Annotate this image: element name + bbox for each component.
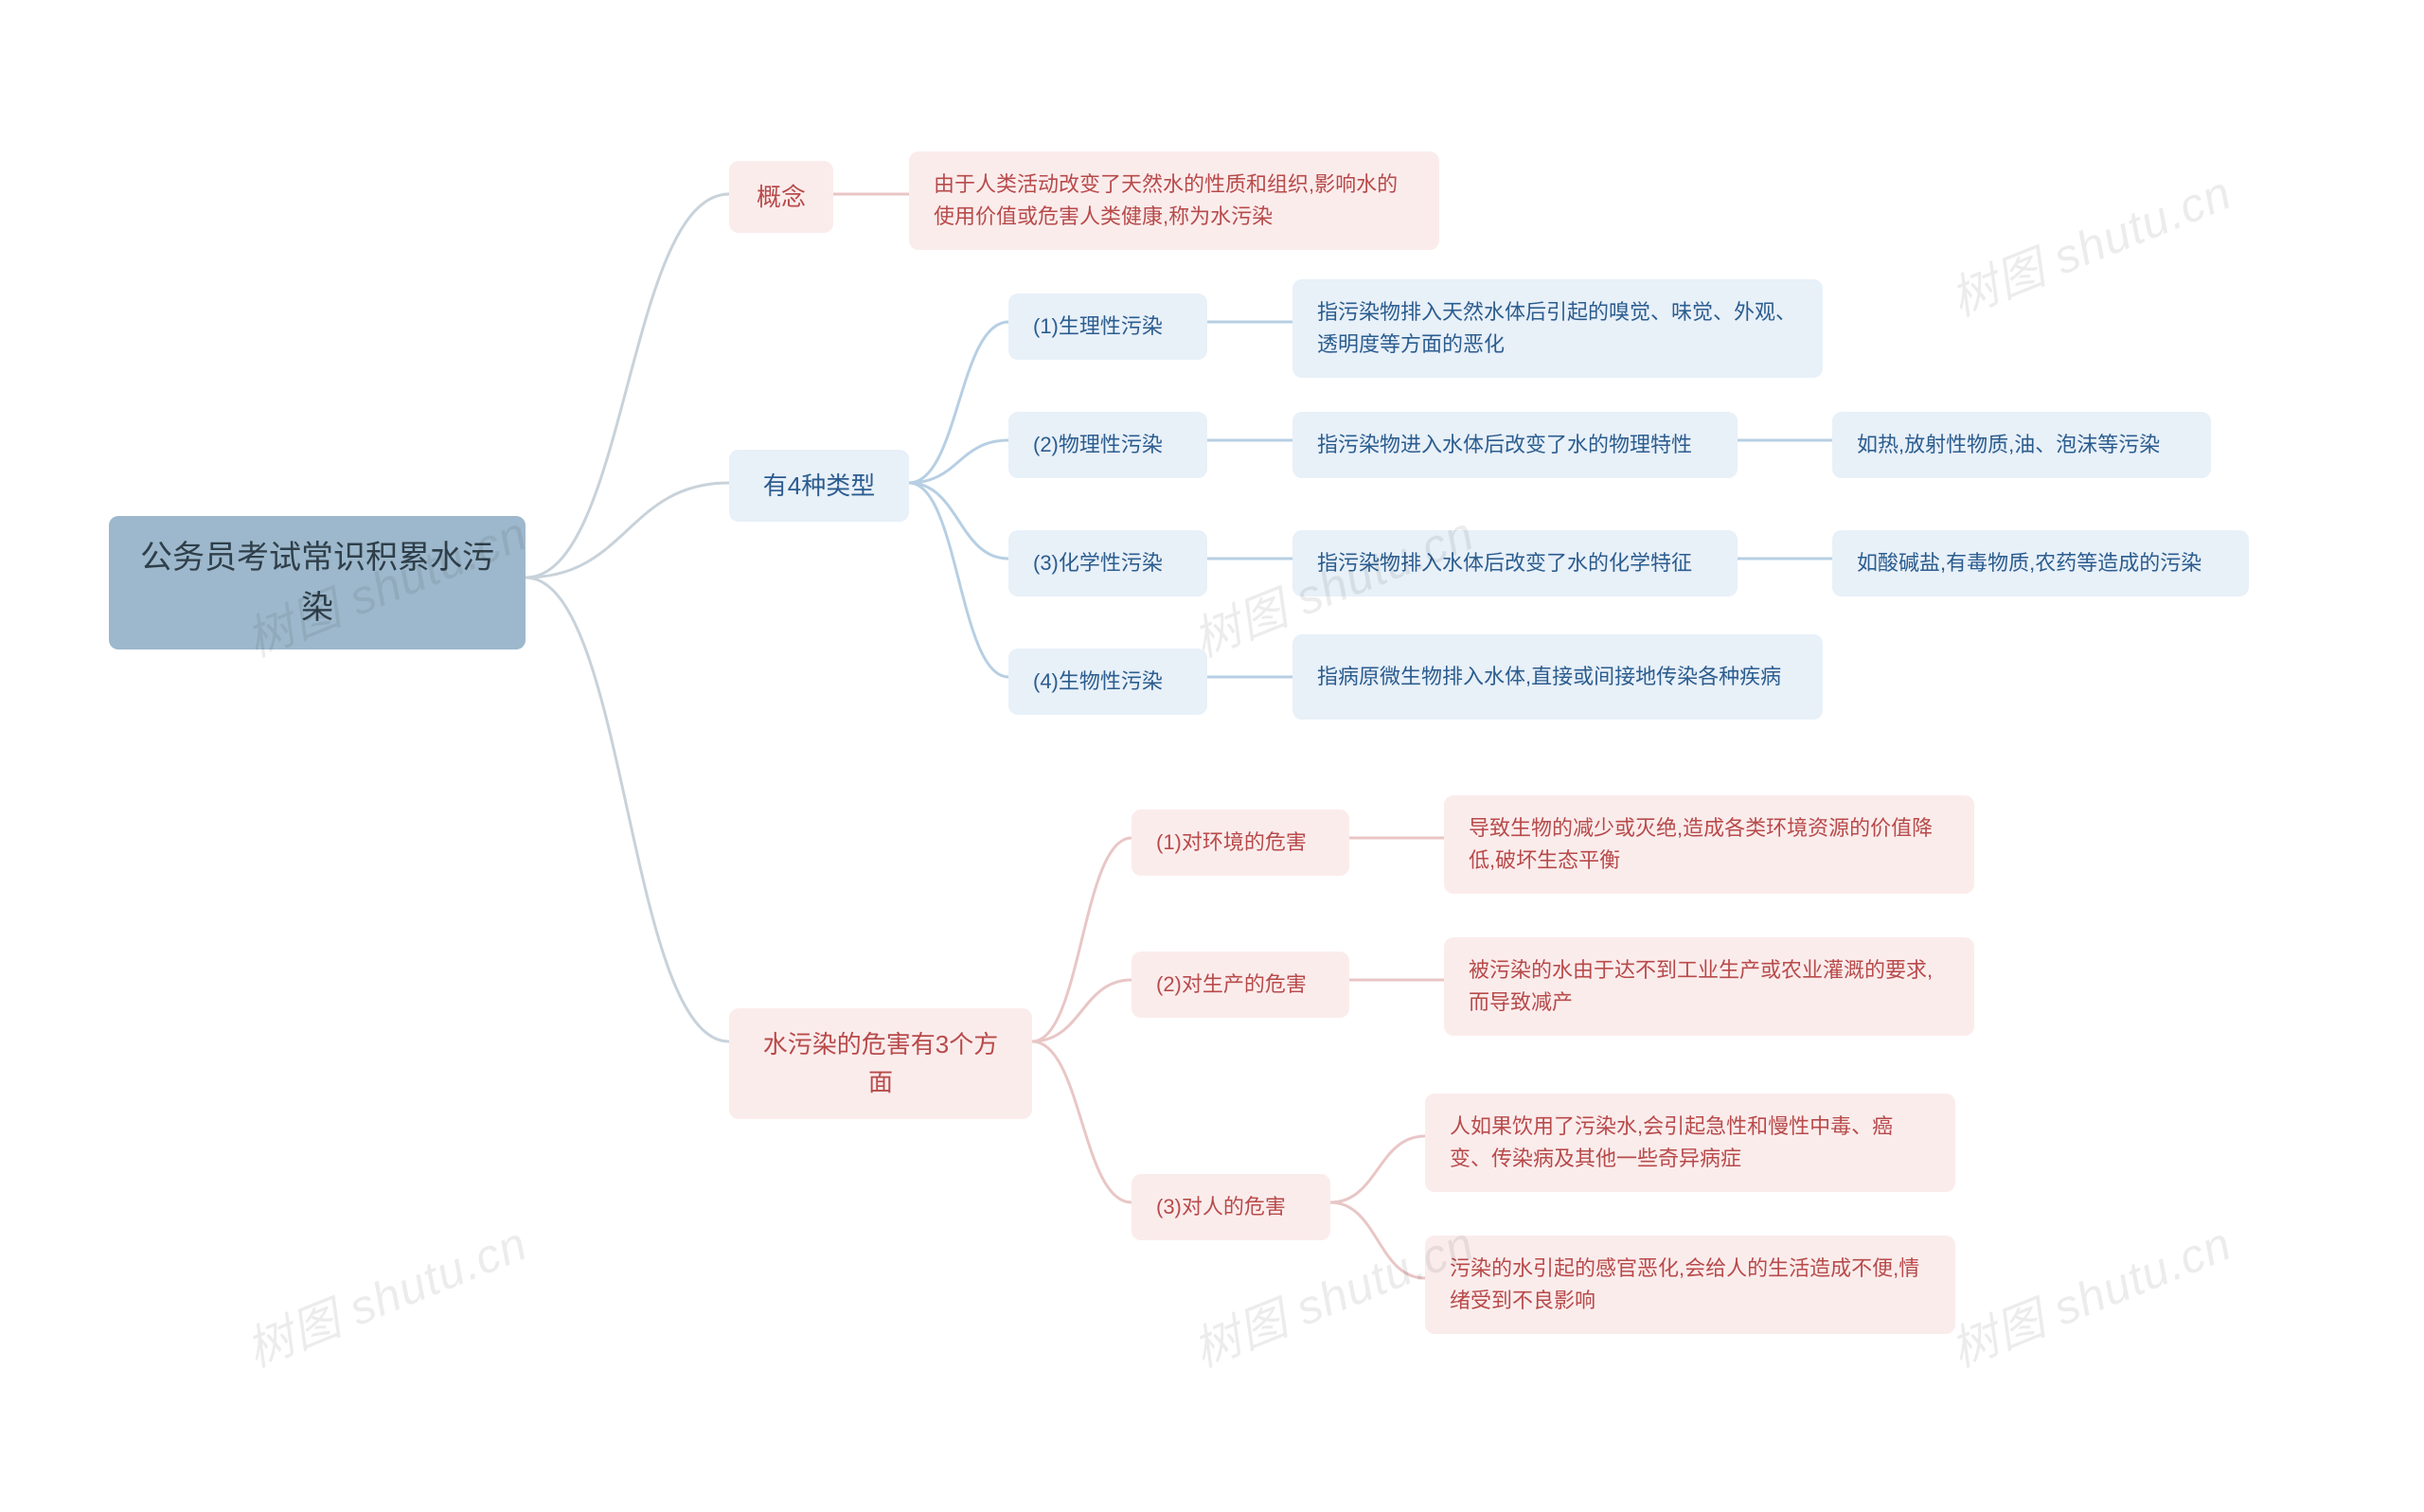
mindmap-node: 有4种类型 [729, 450, 909, 522]
mindmap-node: 人如果饮用了污染水,会引起急性和慢性中毒、癌变、传染病及其他一些奇异病症 [1425, 1094, 1955, 1192]
mindmap-node: 如热,放射性物质,油、泡沫等污染 [1832, 412, 2211, 478]
mindmap-node: 导致生物的减少或灭绝,造成各类环境资源的价值降低,破坏生态平衡 [1444, 795, 1974, 894]
watermark: 树图 shutu.cn [1939, 1206, 2240, 1380]
mindmap-node: 被污染的水由于达不到工业生产或农业灌溉的要求,而导致减产 [1444, 937, 1974, 1036]
mindmap-node: (3)对人的危害 [1132, 1174, 1330, 1240]
connector [909, 483, 1008, 677]
connector [909, 322, 1008, 483]
connector [1032, 1041, 1132, 1202]
connector [1330, 1136, 1425, 1202]
mindmap-node: 指污染物排入水体后改变了水的化学特征 [1292, 530, 1738, 596]
mindmap-node: 概念 [729, 161, 833, 233]
mindmap-node: 指病原微生物排入水体,直接或间接地传染各种疾病 [1292, 634, 1823, 720]
mindmap-node: 污染的水引起的感官恶化,会给人的生活造成不便,情绪受到不良影响 [1425, 1236, 1955, 1334]
mindmap-node: (2)物理性污染 [1008, 412, 1207, 478]
mindmap-node: 指污染物进入水体后改变了水的物理特性 [1292, 412, 1738, 478]
connector [526, 578, 729, 1041]
mindmap-node: 由于人类活动改变了天然水的性质和组织,影响水的使用价值或危害人类健康,称为水污染 [909, 151, 1439, 250]
connector [909, 440, 1008, 483]
mindmap-node: 指污染物排入天然水体后引起的嗅觉、味觉、外观、透明度等方面的恶化 [1292, 279, 1823, 378]
watermark: 树图 shutu.cn [1939, 155, 2240, 329]
connector [909, 483, 1008, 559]
mindmap-node: 公务员考试常识积累水污染 [109, 516, 526, 649]
connector [1330, 1202, 1425, 1278]
mindmap-node: (3)化学性污染 [1008, 530, 1207, 596]
mindmap-node: (1)对环境的危害 [1132, 809, 1349, 876]
connector [526, 194, 729, 578]
connector [1032, 838, 1132, 1041]
mindmap-node: (4)生物性污染 [1008, 649, 1207, 715]
mindmap-node: 如酸碱盐,有毒物质,农药等造成的污染 [1832, 530, 2249, 596]
mindmap-node: (1)生理性污染 [1008, 294, 1207, 360]
mindmap-node: (2)对生产的危害 [1132, 952, 1349, 1018]
mindmap-node: 水污染的危害有3个方面 [729, 1008, 1032, 1119]
connector [526, 483, 729, 578]
connector [1032, 980, 1132, 1041]
watermark: 树图 shutu.cn [235, 1206, 536, 1380]
